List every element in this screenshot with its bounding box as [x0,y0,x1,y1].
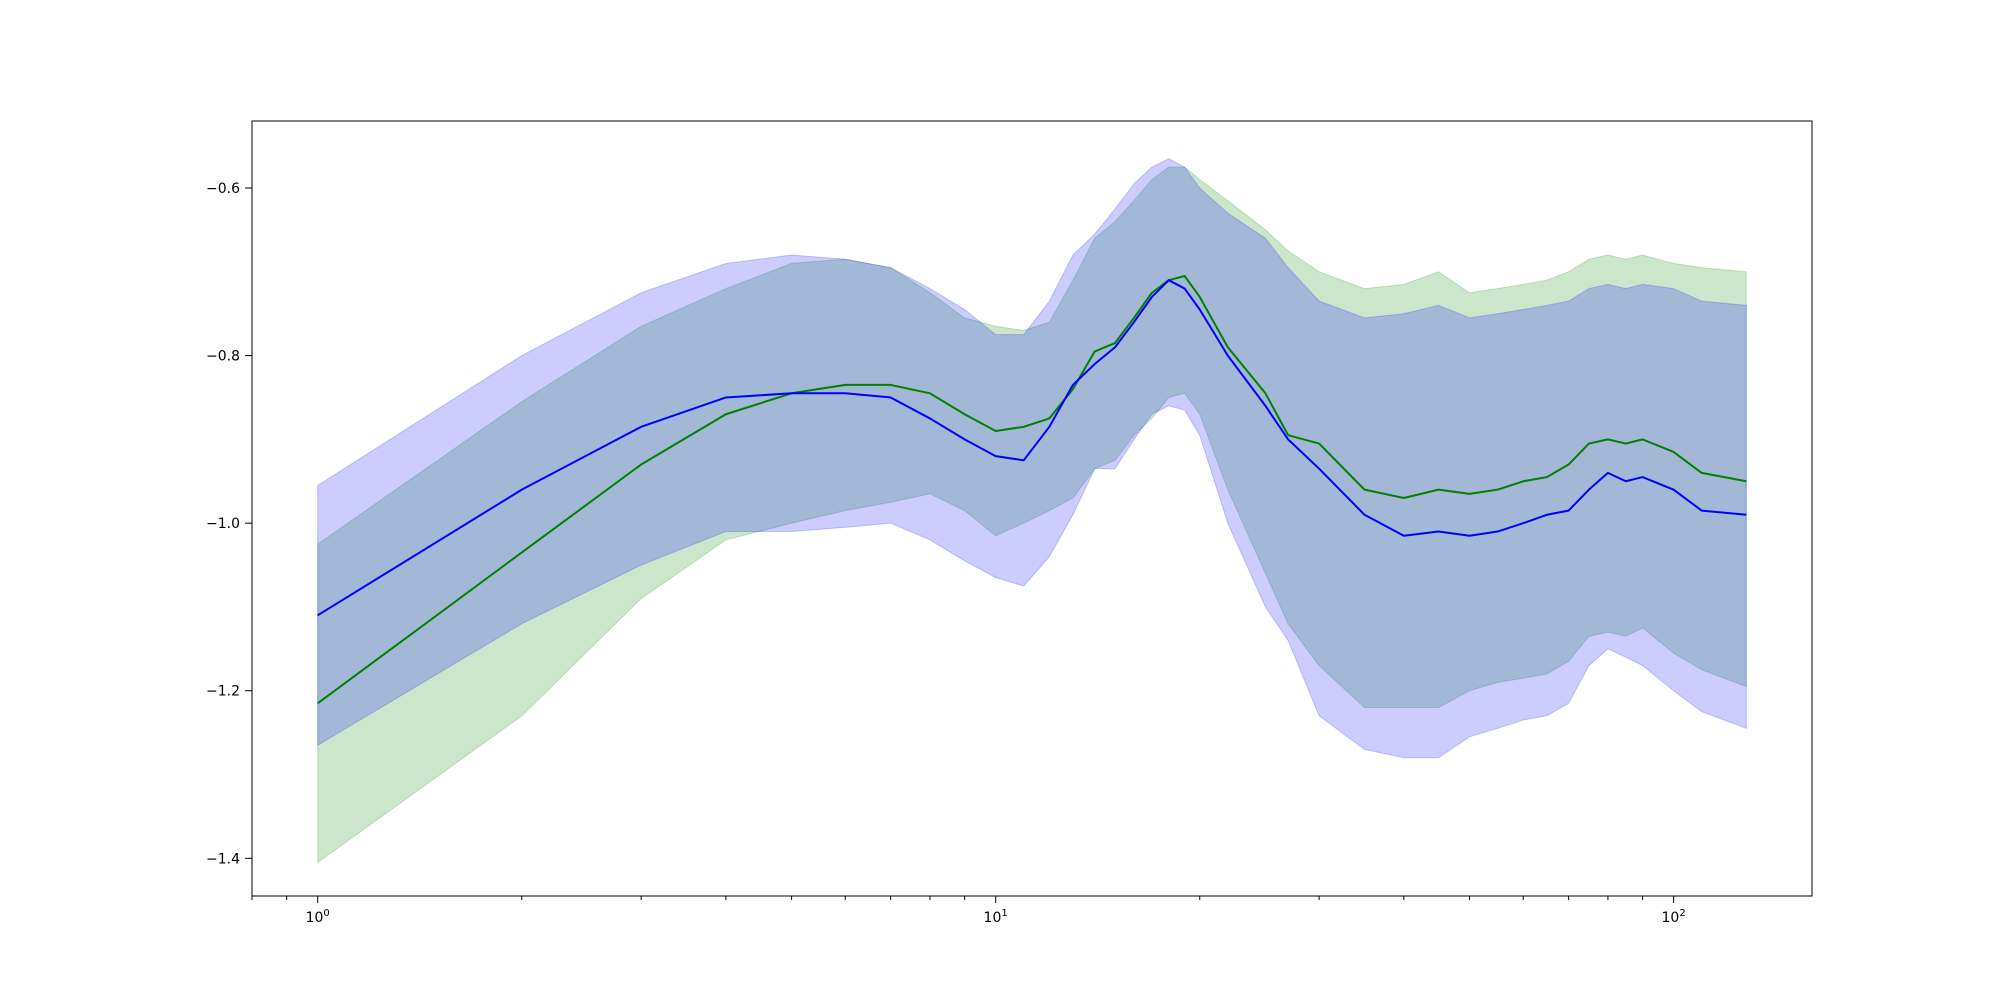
y-tick-label: −1.0 [206,516,240,532]
confidence-bands [317,158,1747,864]
x-tick-exponent: 0 [323,908,329,919]
x-tick-label: 100 [306,908,330,926]
x-axis: 100 101 102 [251,896,1686,926]
x-tick-exponent: 1 [1001,908,1007,919]
series-lines [317,275,1747,705]
x-tick-label: 102 [1662,908,1686,926]
x-tick-base: 10 [1662,910,1680,926]
series-line-1 [317,279,1747,617]
series-line-0 [317,275,1747,705]
x-tick-exponent: 2 [1679,908,1685,919]
y-tick-label: −0.8 [206,349,240,365]
y-axis: −0.6 −0.8 −1.0 −1.2 −1.4 [206,181,252,867]
x-tick-base: 10 [306,910,324,926]
plot-frame [251,120,1813,897]
y-tick-label: −1.4 [206,851,240,867]
x-tick-base: 10 [984,910,1002,926]
x-tick-label: 101 [984,908,1008,926]
confidence-band-1 [317,158,1747,759]
confidence-band-0 [317,166,1747,864]
y-tick-label: −1.2 [206,684,240,700]
y-tick-label: −0.6 [206,181,240,197]
